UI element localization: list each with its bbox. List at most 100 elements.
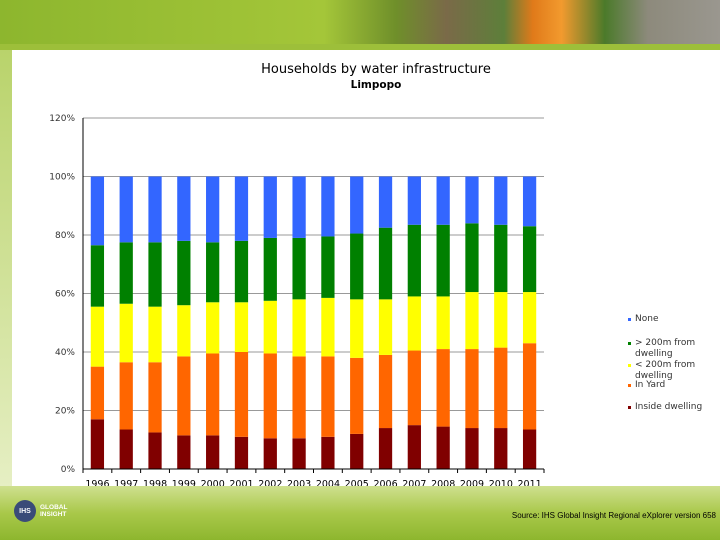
bar-segment-inside-dwelling-2004: [321, 436, 335, 469]
legend-swatch: [628, 364, 631, 367]
bar-segment-200m-from-dwelling-2004: [321, 297, 335, 357]
bar-segment-inside-dwelling-2002: [263, 438, 277, 469]
legend-label: Inside dwelling: [635, 402, 703, 412]
bar-segment-in-yard-2002: [263, 353, 277, 439]
bar-segment-none-2006: [378, 176, 393, 228]
bar-segment-200m-from-dwelling-2003: [292, 237, 306, 300]
bar-segment-inside-dwelling-2007: [407, 425, 421, 469]
bar-segment-200m-from-dwelling-2005: [350, 299, 364, 358]
legend-item: Inside dwelling: [628, 402, 715, 413]
ihs-logo: IHS GLOBAL INSIGHT: [14, 498, 78, 524]
legend-label: In Yard: [635, 380, 666, 390]
bar-segment-200m-from-dwelling-1997: [119, 242, 133, 304]
bar-segment-none-2009: [465, 176, 479, 224]
x-tick-label: 1996: [85, 479, 109, 490]
logo-text-line2: INSIGHT: [40, 511, 67, 518]
legend-item: < 200m from dwelling: [628, 360, 715, 382]
bar-segment-none-2000: [206, 176, 220, 243]
bar-segment-none-2008: [436, 176, 450, 225]
chart-subtitle: Limpopo: [351, 79, 402, 91]
bar-segment-none-1998: [148, 176, 162, 243]
bar-segment-200m-from-dwelling-2009: [465, 292, 479, 350]
x-tick-label: 2009: [460, 479, 484, 490]
x-tick-label: 1998: [143, 479, 167, 490]
bar-segment-in-yard-2006: [378, 354, 393, 429]
bar-segment-200m-from-dwelling-2003: [292, 299, 306, 357]
x-tick-label: 2000: [201, 479, 225, 490]
x-tick-label: 2002: [258, 479, 282, 490]
bar-segment-in-yard-1998: [148, 362, 162, 433]
bar-segment-in-yard-2003: [292, 356, 306, 439]
bar-segment-none-2005: [350, 176, 364, 234]
bar-segment-200m-from-dwelling-1999: [177, 305, 191, 357]
bar-segment-200m-from-dwelling-2009: [465, 223, 479, 293]
x-tick-label: 1997: [114, 479, 138, 490]
logo-text-line1: GLOBAL: [40, 504, 68, 511]
bar-segment-in-yard-2009: [465, 349, 479, 429]
bar-segment-200m-from-dwelling-2010: [494, 292, 508, 348]
bar-segment-200m-from-dwelling-1998: [148, 242, 162, 307]
axes: [82, 118, 545, 473]
bar-segment-in-yard-2005: [350, 357, 364, 434]
bar-segment-inside-dwelling-1997: [119, 429, 133, 469]
source-note: Source: IHS Global Insight Regional eXpl…: [511, 511, 716, 520]
bar-segment-200m-from-dwelling-2010: [494, 224, 508, 293]
y-tick-label: 60%: [55, 290, 75, 300]
bar-segment-in-yard-2010: [494, 347, 508, 429]
bar-segment-200m-from-dwelling-2005: [350, 233, 364, 300]
bar-segment-none-2001: [234, 176, 249, 241]
bar-segment-200m-from-dwelling-2000: [206, 242, 220, 303]
bar-segment-in-yard-2011: [522, 343, 537, 430]
bar-segment-in-yard-2000: [206, 353, 220, 436]
logo-text: GLOBAL INSIGHT: [40, 504, 67, 518]
bar-segment-200m-from-dwelling-2008: [436, 296, 450, 350]
bar-segment-200m-from-dwelling-2006: [378, 299, 393, 355]
x-tick-label: 2004: [316, 479, 340, 490]
bar-segment-200m-from-dwelling-2008: [436, 224, 450, 297]
bar-segment-none-1996: [90, 176, 105, 246]
bar-segment-200m-from-dwelling-1999: [177, 240, 191, 306]
y-tick-label: 40%: [55, 348, 75, 358]
bars: [90, 176, 537, 469]
bar-segment-inside-dwelling-1999: [177, 435, 191, 469]
bar-segment-200m-from-dwelling-2001: [234, 240, 249, 303]
bar-segment-inside-dwelling-2011: [522, 429, 537, 469]
bar-segment-200m-from-dwelling-2002: [263, 300, 277, 354]
footer: [0, 486, 720, 540]
bar-segment-inside-dwelling-2001: [234, 436, 249, 469]
legend-label: None: [635, 314, 659, 324]
bar-segment-inside-dwelling-2008: [436, 426, 450, 469]
legend-label: > 200m from dwelling: [635, 338, 696, 359]
y-tick-labels: 0% 20% 40% 60% 80% 100% 120%: [49, 114, 75, 475]
bar-segment-inside-dwelling-2010: [494, 428, 508, 469]
stacked-bar-chart: Households by water infrastructure Limpo…: [49, 62, 545, 490]
bar-segment-inside-dwelling-2003: [292, 438, 306, 469]
bar-segment-200m-from-dwelling-2007: [407, 296, 421, 351]
x-tick-label: 2008: [431, 479, 455, 490]
bar-segment-200m-from-dwelling-2002: [263, 237, 277, 301]
x-tick-label: 2003: [287, 479, 311, 490]
bar-segment-none-2004: [321, 176, 335, 237]
legend-item: In Yard: [628, 380, 715, 391]
x-tick-label: 2001: [229, 479, 253, 490]
bar-segment-inside-dwelling-2005: [350, 433, 364, 469]
y-tick-label: 120%: [49, 114, 75, 124]
bar-segment-200m-from-dwelling-2011: [522, 226, 537, 293]
bar-segment-inside-dwelling-2006: [378, 428, 393, 469]
legend-label: < 200m from dwelling: [635, 360, 696, 381]
x-tick-label: 2011: [518, 479, 542, 490]
header-strip: [0, 44, 720, 50]
bar-segment-inside-dwelling-1996: [90, 419, 105, 469]
bar-segment-200m-from-dwelling-2007: [407, 224, 421, 297]
bar-segment-inside-dwelling-1998: [148, 432, 162, 469]
bar-segment-200m-from-dwelling-2011: [522, 292, 537, 344]
bar-segment-none-2010: [494, 176, 508, 225]
bar-segment-200m-from-dwelling-2001: [234, 302, 249, 352]
bar-segment-200m-from-dwelling-1996: [90, 306, 105, 367]
legend-swatch: [628, 406, 631, 409]
bar-segment-200m-from-dwelling-2006: [378, 227, 393, 300]
bar-segment-200m-from-dwelling-1996: [90, 245, 105, 307]
x-tick-label: 1999: [172, 479, 196, 490]
legend-item: > 200m from dwelling: [628, 338, 715, 360]
bar-segment-in-yard-2001: [234, 352, 249, 437]
